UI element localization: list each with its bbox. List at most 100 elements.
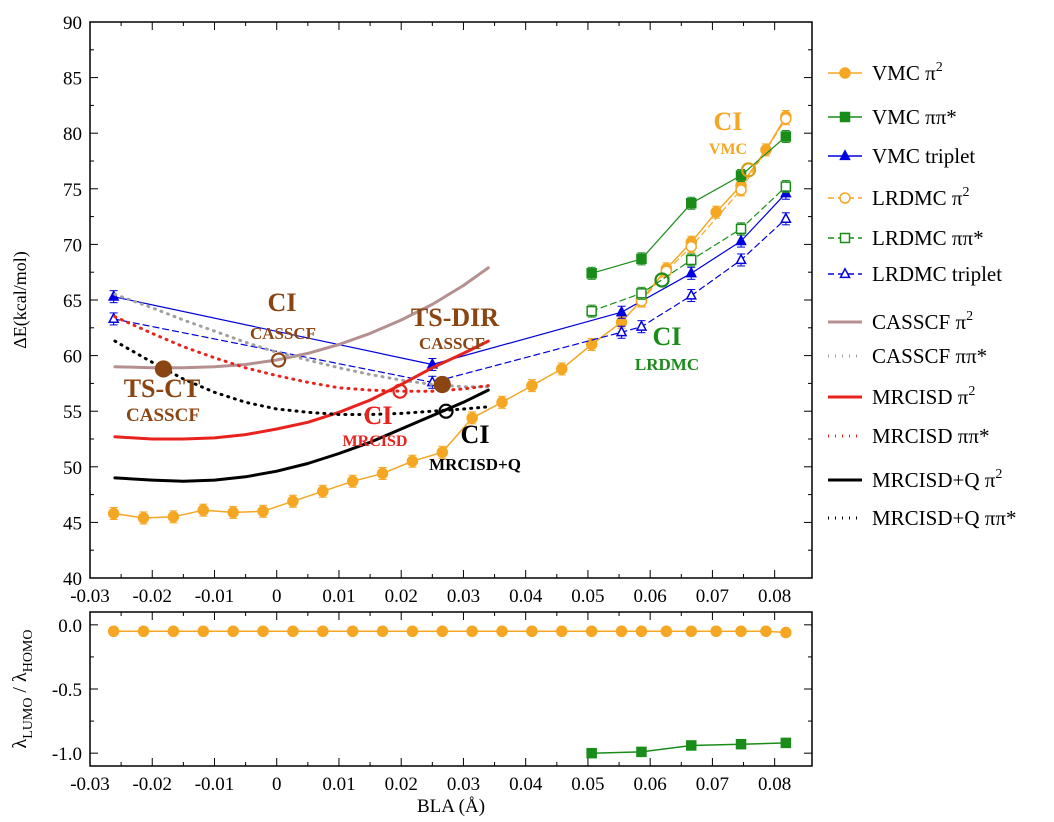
data-point-lrdmc_trip — [685, 288, 697, 300]
legend-label-superscript: 2 — [936, 60, 943, 75]
x-tick-label: 0.08 — [758, 774, 791, 795]
data-point-vmc_pi2 — [107, 507, 120, 520]
data-point-ratio_pipi — [636, 746, 647, 758]
series-line-mr_pipi — [113, 315, 490, 393]
x-tick-label: 0.01 — [322, 586, 355, 607]
data-point-vmc_pi2 — [317, 485, 329, 498]
special-point-ci_lrdmc — [654, 272, 670, 288]
x-tick-label: 0.04 — [509, 774, 543, 795]
x-tick-label: -0.02 — [132, 586, 172, 607]
data-point-vmc_pi2 — [466, 412, 478, 424]
x-tick-label: 0.08 — [758, 586, 791, 607]
series-line-mr_pi2 — [113, 339, 490, 441]
annotation-title-ci_lrdmc: CI — [653, 322, 682, 351]
energy-panel: -0.03 -0.02 -0.01 0 0.01 0.02 0.03 0.04 0.05 0.06… — [10, 13, 813, 607]
x-tick-label: 0.03 — [447, 774, 480, 795]
data-point-lrdmc_pi2 — [780, 112, 792, 125]
y-tick-label: 75 — [63, 180, 82, 201]
legend-label-superscript: 2 — [963, 185, 970, 200]
legend-label-text: MRCISD π — [872, 385, 969, 409]
data-point-vmc_pi2 — [287, 495, 299, 508]
data-point-vmc_pi2 — [710, 206, 722, 218]
y-tick-label: 55 — [63, 402, 82, 423]
data-point-vmc_pi2 — [376, 467, 389, 480]
data-point-ratio_pi2 — [376, 625, 389, 637]
data-point-ratio_pi2 — [526, 625, 538, 637]
y-tick-label: 60 — [63, 347, 82, 368]
plot-frame — [89, 21, 813, 579]
annotation-method-ci_vmc: VMC — [709, 141, 747, 158]
data-point-lrdmc_pipi — [780, 181, 792, 192]
annotation-method-ts_dir: CASSCF — [419, 334, 485, 353]
data-point-ratio_pipi — [780, 737, 792, 749]
data-point-vmc_pipi — [586, 268, 597, 279]
legend-label-lrdmc_pipi: LRDMC ππ* — [872, 226, 984, 250]
legend-label-text: VMC triplet — [872, 144, 975, 168]
eigenvalue-ratio-panel: -0.03 -0.02 -0.01 0 0.01 0.02 0.03 0.04 0.05 0.06… — [9, 611, 813, 817]
annotation-method-ci_mrcisd: MRCISD — [343, 433, 408, 450]
legend-label-cas_pi2: CASSCF π2 — [872, 309, 973, 334]
x-tick-label: 0.07 — [696, 586, 729, 607]
data-point-ratio_pipi — [586, 747, 597, 759]
data-point-lrdmc_pipi — [735, 223, 747, 235]
data-point-ratio_pi2 — [317, 625, 329, 637]
legend-marker-lrdmc_trip — [839, 267, 851, 279]
x-axis-label: BLA (Å) — [417, 796, 485, 817]
data-point-ratio_pi2 — [615, 625, 628, 637]
x-tick-label: -0.01 — [195, 774, 235, 795]
x-tick-label: 0.06 — [634, 774, 667, 795]
legend-label-text: LRDMC π — [872, 186, 963, 210]
data-point-vmc_pi2 — [585, 338, 598, 351]
x-tick-label: -0.03 — [70, 586, 110, 607]
x-tick-label: 0.01 — [322, 774, 355, 795]
y-tick-label: 50 — [63, 458, 82, 479]
data-point-vmc_pi2 — [197, 504, 210, 516]
annotation-title-ci_mrcisd: CI — [364, 401, 393, 430]
data-point-ratio_pi2 — [167, 625, 180, 637]
legend-label-text: VMC ππ* — [872, 105, 957, 129]
series-line-vmc_trip — [113, 192, 787, 366]
legend-label-text: MRCISD+Q ππ* — [872, 506, 1017, 530]
data-point-ratio_pi2 — [496, 625, 508, 637]
series-line-ratio_pi2 — [113, 630, 786, 634]
special-point-ts_ct — [154, 360, 173, 378]
legend-label-text: LRDMC ππ* — [872, 226, 984, 250]
annotation-method-ci_mrq: MRCISD+Q — [429, 455, 521, 474]
series-line-mrq_pipi — [113, 339, 490, 416]
y-tick-label: 0.0 — [58, 616, 82, 637]
data-point-ratio_pi2 — [436, 625, 449, 637]
data-point-vmc_pi2 — [496, 396, 508, 409]
legend-label-text: VMC π — [872, 61, 936, 85]
legend-label-mr_pipi: MRCISD ππ* — [872, 424, 989, 448]
x-tick-label: -0.02 — [132, 774, 172, 795]
data-point-vmc_pi2 — [526, 379, 538, 392]
y-axis-label-part: LUMO — [21, 698, 36, 739]
plot-frame — [89, 611, 813, 767]
series-line-cas_pi2 — [113, 266, 490, 370]
y-tick-label: -1.0 — [52, 744, 82, 765]
y-tick-label: 90 — [63, 13, 82, 34]
data-point-lrdmc_pipi — [586, 305, 597, 317]
data-point-ratio_pi2 — [137, 625, 150, 637]
legend-label-text: MRCISD+Q π — [872, 468, 996, 492]
data-point-vmc_pi2 — [556, 363, 568, 375]
data-point-vmc_pipi — [686, 198, 697, 209]
y-tick-label: 80 — [63, 124, 82, 145]
data-point-ratio_pi2 — [556, 625, 568, 637]
x-tick-label: 0 — [272, 586, 282, 607]
data-point-vmc_pi2 — [346, 475, 359, 488]
legend-label-superscript: 2 — [968, 384, 975, 399]
special-point-ci_vmc — [740, 162, 757, 178]
y-tick-label: 70 — [63, 235, 82, 256]
data-point-ratio_pi2 — [735, 625, 747, 637]
x-tick-label: 0.04 — [509, 586, 543, 607]
x-tick-label: 0.07 — [696, 774, 729, 795]
special-point-ci_mrq — [438, 403, 454, 419]
data-point-vmc_pi2 — [137, 512, 150, 524]
x-tick-label: 0.05 — [571, 586, 604, 607]
y-axis-label-part: HOMO — [21, 630, 36, 673]
y-tick-label: -0.5 — [52, 680, 82, 701]
data-point-ratio_pi2 — [287, 625, 299, 637]
legend-label-lrdmc_pi2: LRDMC π2 — [872, 185, 970, 210]
